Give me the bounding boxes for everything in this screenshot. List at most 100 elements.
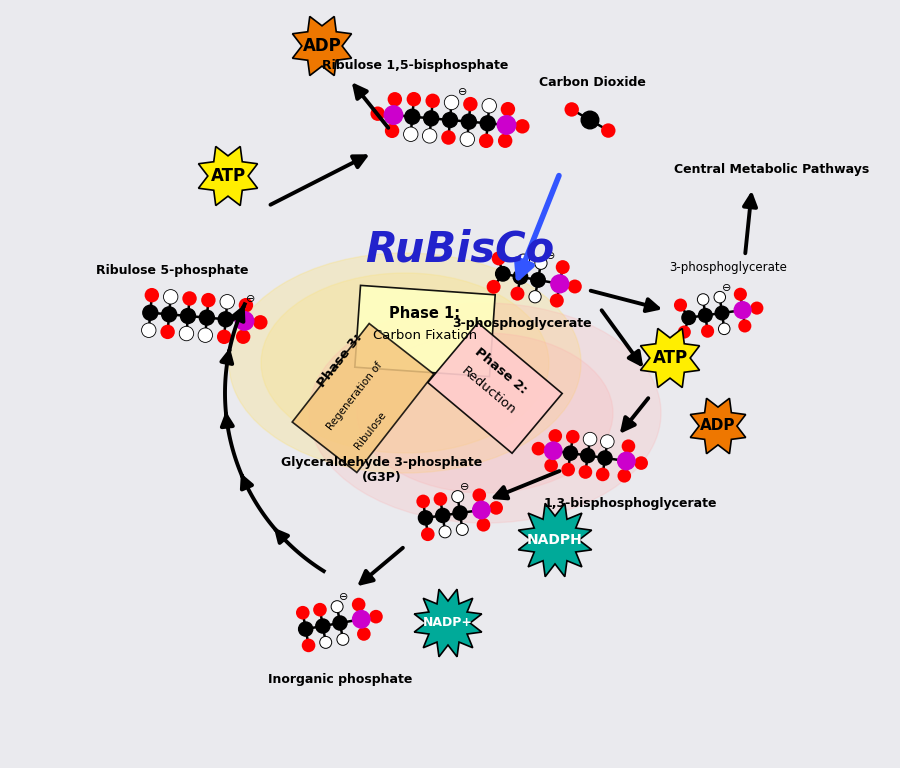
Circle shape xyxy=(622,439,635,453)
Circle shape xyxy=(698,293,709,305)
Circle shape xyxy=(369,610,382,624)
Text: ⊖: ⊖ xyxy=(546,251,555,261)
Circle shape xyxy=(564,102,579,117)
Polygon shape xyxy=(641,329,699,388)
Circle shape xyxy=(421,528,435,541)
Text: RuBisCo: RuBisCo xyxy=(365,229,554,271)
Text: NADP+: NADP+ xyxy=(423,617,473,630)
Circle shape xyxy=(535,257,547,270)
Ellipse shape xyxy=(309,303,661,523)
Text: 3-phosphoglycerate: 3-phosphoglycerate xyxy=(669,261,787,274)
Circle shape xyxy=(320,637,332,648)
Text: Inorganic phosphate: Inorganic phosphate xyxy=(268,674,412,687)
Text: Ribulose: Ribulose xyxy=(352,410,388,452)
Circle shape xyxy=(200,310,214,325)
Text: Reduction: Reduction xyxy=(459,365,518,418)
Circle shape xyxy=(456,524,468,535)
Circle shape xyxy=(566,430,580,443)
Circle shape xyxy=(513,270,527,284)
Circle shape xyxy=(183,291,197,306)
Circle shape xyxy=(352,598,365,611)
Circle shape xyxy=(464,97,478,111)
Circle shape xyxy=(714,291,725,303)
Circle shape xyxy=(145,288,159,303)
Circle shape xyxy=(218,312,233,326)
Text: Ribulose 1,5-bisphosphate: Ribulose 1,5-bisphosphate xyxy=(322,59,508,72)
Circle shape xyxy=(531,273,545,287)
Text: ⊖: ⊖ xyxy=(246,294,255,304)
Circle shape xyxy=(472,502,490,518)
Circle shape xyxy=(518,254,529,266)
Circle shape xyxy=(181,309,195,323)
Circle shape xyxy=(235,312,254,330)
Circle shape xyxy=(532,442,545,455)
Circle shape xyxy=(544,458,558,472)
Circle shape xyxy=(738,319,752,333)
Circle shape xyxy=(405,109,419,124)
Circle shape xyxy=(481,116,495,131)
Circle shape xyxy=(472,488,486,502)
Circle shape xyxy=(617,469,631,482)
Circle shape xyxy=(634,456,648,470)
Text: 3-phosphoglycerate: 3-phosphoglycerate xyxy=(452,317,592,330)
Text: ⊖: ⊖ xyxy=(722,283,732,293)
Circle shape xyxy=(316,619,330,633)
Text: Phase 1:: Phase 1: xyxy=(390,306,461,322)
Circle shape xyxy=(418,511,433,525)
Circle shape xyxy=(581,111,598,129)
Circle shape xyxy=(313,603,327,617)
Circle shape xyxy=(236,329,250,344)
Circle shape xyxy=(477,518,490,531)
Circle shape xyxy=(496,266,510,281)
Circle shape xyxy=(443,113,457,127)
Circle shape xyxy=(600,435,614,449)
Circle shape xyxy=(674,299,687,312)
Circle shape xyxy=(436,508,450,522)
Circle shape xyxy=(678,326,691,339)
Circle shape xyxy=(500,102,515,117)
Circle shape xyxy=(417,495,430,508)
Circle shape xyxy=(598,451,612,465)
Text: ATP: ATP xyxy=(652,349,688,367)
Circle shape xyxy=(579,465,592,478)
Text: Central Metabolic Pathways: Central Metabolic Pathways xyxy=(674,164,869,177)
Polygon shape xyxy=(690,399,746,454)
Circle shape xyxy=(403,127,418,141)
Circle shape xyxy=(357,627,371,641)
Circle shape xyxy=(490,501,503,515)
Text: Phase 2:: Phase 2: xyxy=(472,346,530,396)
Circle shape xyxy=(202,293,216,307)
Circle shape xyxy=(452,491,464,502)
Circle shape xyxy=(253,315,267,329)
Polygon shape xyxy=(292,16,352,75)
Circle shape xyxy=(460,132,474,147)
Circle shape xyxy=(548,429,562,442)
Circle shape xyxy=(299,622,312,636)
Circle shape xyxy=(384,106,402,124)
Polygon shape xyxy=(198,147,257,206)
Circle shape xyxy=(424,111,438,126)
Text: Regeneration of: Regeneration of xyxy=(326,360,384,432)
Circle shape xyxy=(734,288,747,301)
Circle shape xyxy=(510,286,525,300)
Circle shape xyxy=(302,639,315,652)
Circle shape xyxy=(462,114,476,129)
Circle shape xyxy=(179,326,194,341)
Circle shape xyxy=(701,325,715,338)
Circle shape xyxy=(353,611,370,628)
Circle shape xyxy=(143,305,157,320)
Text: ADP: ADP xyxy=(700,419,736,433)
Text: Carbon Dioxide: Carbon Dioxide xyxy=(538,77,645,90)
Circle shape xyxy=(453,506,467,520)
Bar xyxy=(292,323,434,472)
Circle shape xyxy=(698,309,712,322)
Ellipse shape xyxy=(357,333,613,493)
Circle shape xyxy=(198,328,212,343)
Circle shape xyxy=(445,95,459,110)
Circle shape xyxy=(601,124,616,137)
Circle shape xyxy=(491,251,506,266)
Circle shape xyxy=(331,601,343,613)
Text: ⊖: ⊖ xyxy=(458,87,468,97)
Circle shape xyxy=(439,526,451,538)
Circle shape xyxy=(388,92,402,107)
